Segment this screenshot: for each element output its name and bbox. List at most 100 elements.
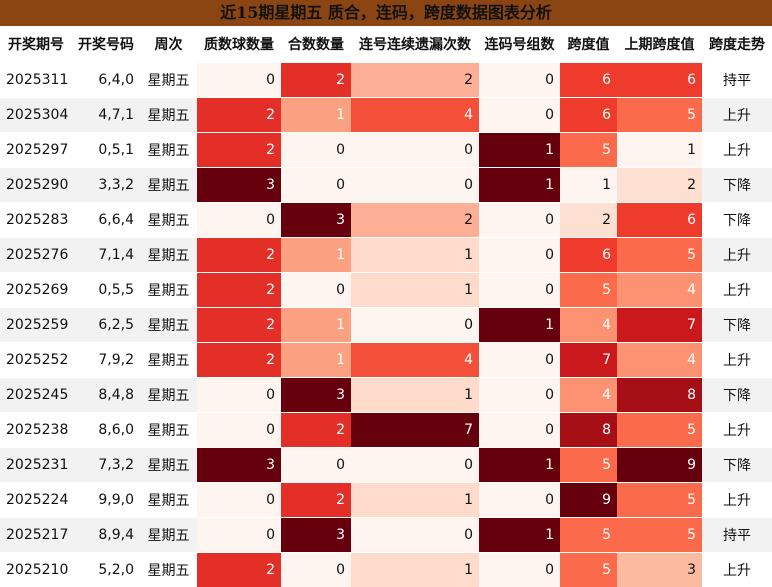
heat-cell: 2 [197,553,281,587]
heat-cell: 0 [351,168,479,203]
heat-cell: 7 [351,413,479,448]
heat-cell: 3 [281,378,351,413]
cell: 8,9,4 [72,518,140,553]
heat-cell: 0 [197,483,281,518]
cell: 0,5,1 [72,133,140,168]
cell: 2025245 [0,378,72,413]
column-header: 跨度走势 [702,26,772,63]
cell: 星期五 [140,203,197,238]
heat-cell: 4 [560,308,617,343]
heat-cell: 0 [479,553,560,587]
column-header: 周次 [140,26,197,63]
cell: 2025224 [0,483,72,518]
heat-cell: 2 [351,203,479,238]
heat-cell: 5 [617,413,702,448]
cell: 2025238 [0,413,72,448]
heat-cell: 0 [479,343,560,378]
heat-cell: 0 [479,63,560,98]
cell: 持平 [702,518,772,553]
heat-cell: 0 [281,168,351,203]
heat-cell: 6 [560,98,617,133]
heat-cell: 5 [617,238,702,273]
cell: 星期五 [140,308,197,343]
header-row: 开奖期号开奖号码周次质数球数量合数数量连号连续遗漏次数连码号组数跨度值上期跨度值… [0,26,772,63]
heat-cell: 0 [479,203,560,238]
heat-cell: 7 [560,343,617,378]
cell: 星期五 [140,98,197,133]
heat-cell: 2 [617,168,702,203]
heat-cell: 0 [351,518,479,553]
heat-cell: 0 [479,273,560,308]
heat-cell: 0 [197,413,281,448]
heat-cell: 1 [479,308,560,343]
heat-cell: 0 [197,518,281,553]
heat-cell: 4 [351,343,479,378]
cell: 3,3,2 [72,168,140,203]
heat-cell: 3 [197,168,281,203]
cell: 上升 [702,133,772,168]
heat-cell: 6 [560,63,617,98]
cell: 持平 [702,63,772,98]
cell: 星期五 [140,518,197,553]
heat-cell: 2 [281,63,351,98]
cell: 7,1,4 [72,238,140,273]
heat-cell: 1 [351,273,479,308]
heat-cell: 0 [479,378,560,413]
cell: 2025283 [0,203,72,238]
column-header: 合数数量 [281,26,351,63]
heat-cell: 6 [617,203,702,238]
cell: 上升 [702,238,772,273]
heat-cell: 4 [617,273,702,308]
cell: 上升 [702,553,772,587]
cell: 下降 [702,308,772,343]
cell: 8,4,8 [72,378,140,413]
cell: 7,9,2 [72,343,140,378]
heat-cell: 9 [560,483,617,518]
cell: 9,9,0 [72,483,140,518]
heat-cell: 5 [560,518,617,553]
heat-cell: 3 [281,518,351,553]
cell: 星期五 [140,238,197,273]
heat-cell: 1 [351,238,479,273]
heat-cell: 5 [560,448,617,483]
cell: 星期五 [140,343,197,378]
heat-cell: 4 [617,343,702,378]
column-header: 开奖期号 [0,26,72,63]
cell: 2025269 [0,273,72,308]
cell: 星期五 [140,553,197,587]
cell: 7,3,2 [72,448,140,483]
cell: 上升 [702,483,772,518]
cell: 2025259 [0,308,72,343]
heat-cell: 1 [281,238,351,273]
heat-cell: 0 [197,378,281,413]
cell: 下降 [702,448,772,483]
cell: 下降 [702,168,772,203]
heat-cell: 5 [560,273,617,308]
cell: 星期五 [140,448,197,483]
cell: 2025311 [0,63,72,98]
heat-cell: 5 [560,553,617,587]
heat-cell: 1 [281,308,351,343]
cell: 上升 [702,273,772,308]
heat-cell: 3 [617,553,702,587]
column-header: 连号连续遗漏次数 [351,26,479,63]
cell: 下降 [702,378,772,413]
heat-cell: 0 [479,98,560,133]
cell: 星期五 [140,63,197,98]
heat-cell: 2 [560,203,617,238]
heat-cell: 5 [617,98,702,133]
heat-cell: 0 [479,238,560,273]
cell: 上升 [702,98,772,133]
cell: 2025276 [0,238,72,273]
heat-cell: 1 [479,168,560,203]
